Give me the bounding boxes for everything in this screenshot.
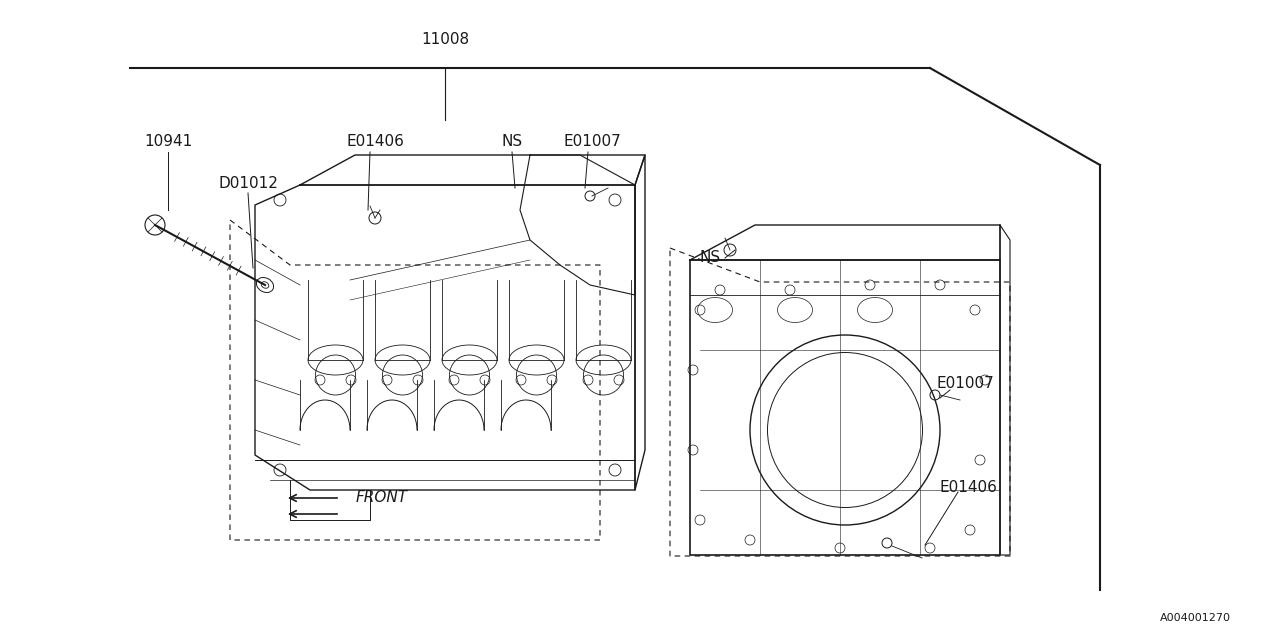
Text: FRONT: FRONT	[356, 490, 408, 506]
Text: A004001270: A004001270	[1160, 613, 1230, 623]
Text: NS: NS	[699, 250, 721, 266]
Text: NS: NS	[502, 134, 522, 150]
Text: E01007: E01007	[936, 376, 993, 392]
Text: E01007: E01007	[563, 134, 621, 150]
Text: 10941: 10941	[143, 134, 192, 150]
Text: D01012: D01012	[218, 177, 278, 191]
Text: 11008: 11008	[421, 33, 468, 47]
Text: E01406: E01406	[346, 134, 404, 150]
Text: E01406: E01406	[940, 481, 997, 495]
